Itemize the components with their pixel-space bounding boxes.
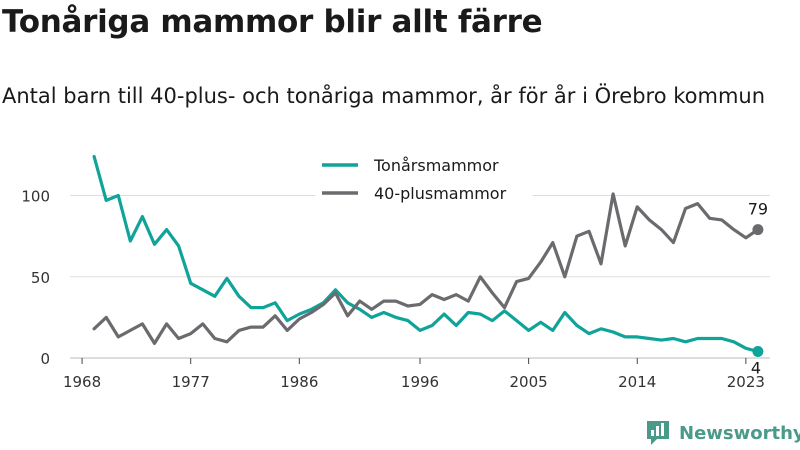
legend-label-tonarsmammor: Tonårsmammor xyxy=(373,156,499,175)
x-tick-label: 1986 xyxy=(280,373,318,391)
series-line-tonarsmammor xyxy=(92,154,760,354)
series-line-40-plusmammor xyxy=(92,192,760,345)
bar-chart-logo-icon xyxy=(647,421,669,445)
x-tick-label: 2023 xyxy=(727,373,765,391)
chart-subtitle: Antal barn till 40-plus- och tonåriga ma… xyxy=(2,84,766,108)
legend-label-40-plusmammor: 40-plusmammor xyxy=(374,184,507,203)
y-tick-label: 100 xyxy=(21,188,50,206)
end-label-tonarsmammor: 4 xyxy=(751,359,761,378)
y-tick-label: 0 xyxy=(40,350,50,368)
end-point-tonarsmammor xyxy=(752,346,764,357)
x-tick-label: 2014 xyxy=(618,373,656,391)
legend-background xyxy=(315,151,533,207)
end-point-40-plusmammor xyxy=(752,224,764,236)
brand-logo: Newsworthy xyxy=(645,419,800,447)
y-tick-label: 50 xyxy=(31,269,50,287)
x-tick-label: 1968 xyxy=(63,373,101,391)
x-tick-label: 2005 xyxy=(510,373,548,391)
x-tick-label: 1977 xyxy=(172,373,210,391)
end-label-40-plusmammor: 79 xyxy=(748,200,768,219)
x-tick-label: 1996 xyxy=(401,373,439,391)
brand-name: Newsworthy xyxy=(679,422,800,444)
chart-title: Tonåriga mammor blir allt färre xyxy=(2,4,543,40)
